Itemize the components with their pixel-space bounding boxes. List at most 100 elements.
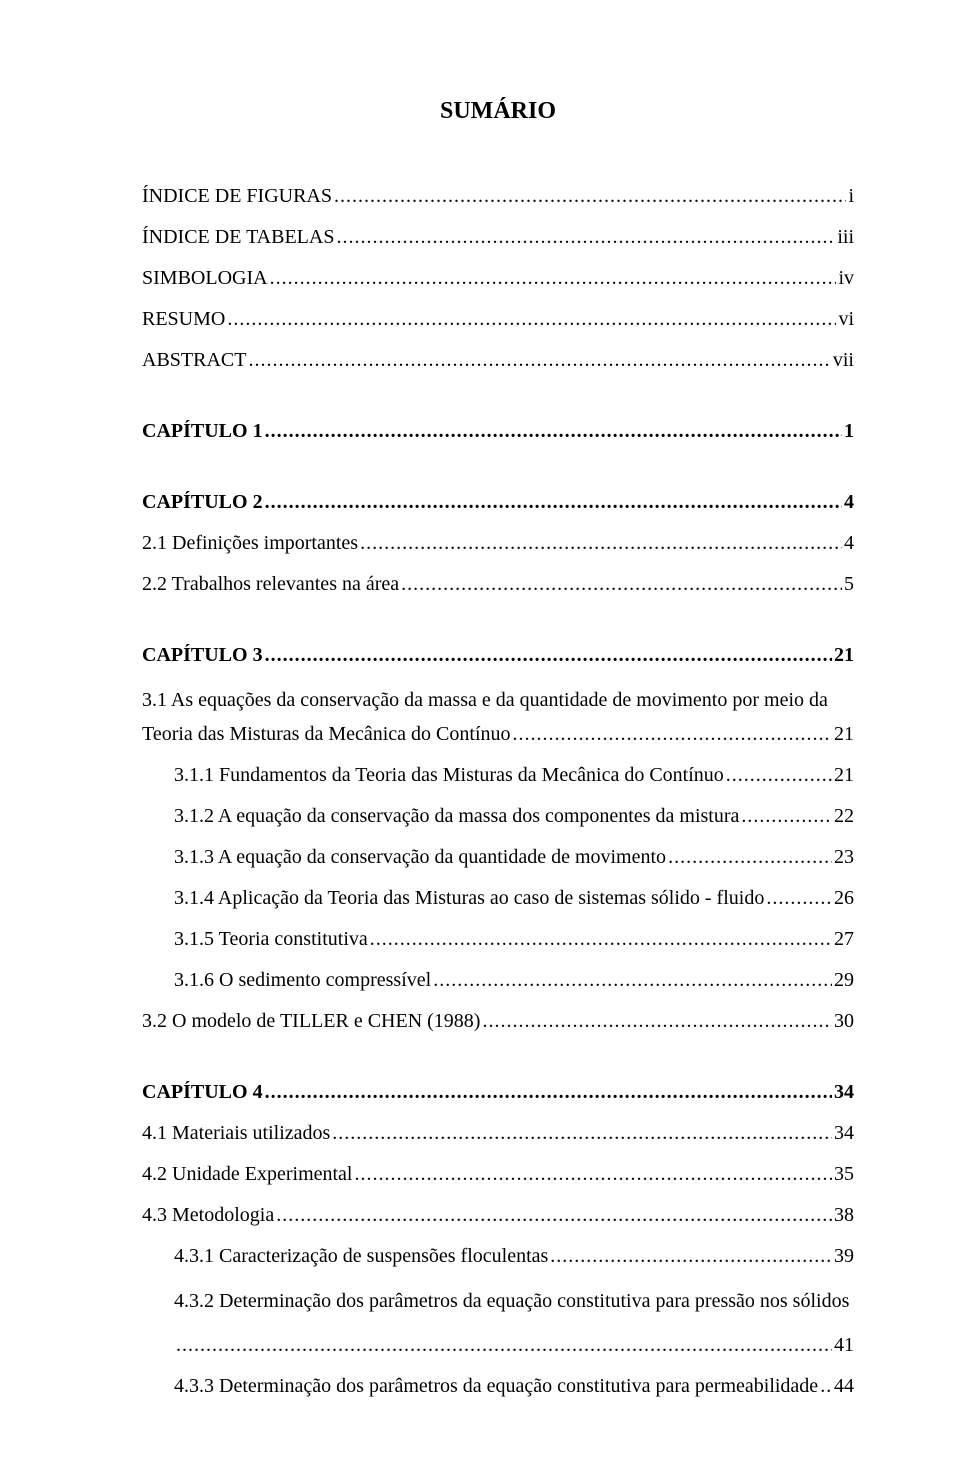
toc-label: 2.2 Trabalhos relevantes na área [142, 573, 399, 596]
toc-entry: 2.2 Trabalhos relevantes na área 5 [142, 573, 854, 596]
toc-entry: CAPÍTULO 4 34 [142, 1081, 854, 1104]
toc-page-number: 21 [834, 644, 854, 667]
toc-label: 3.1 As equações da conservação da massa … [142, 685, 854, 715]
toc-leader-dots [766, 887, 832, 910]
toc-entry: ABSTRACT vii [142, 349, 854, 372]
toc-leader-dots [276, 1204, 832, 1227]
toc-leader-dots [482, 1010, 832, 1033]
toc-label: ÍNDICE DE FIGURAS [142, 185, 332, 208]
toc-label: 4.2 Unidade Experimental [142, 1163, 353, 1186]
toc-leader-dots [550, 1245, 832, 1268]
toc-leader-dots [401, 573, 842, 596]
toc-leader-dots [334, 185, 846, 208]
toc-entry: ÍNDICE DE TABELAS iii [142, 226, 854, 249]
toc-page-number: 29 [834, 969, 854, 992]
toc-entry: 3.1 As equações da conservação da massa … [142, 685, 854, 746]
toc-label: 3.1.3 A equação da conservação da quanti… [174, 846, 666, 869]
toc-label: 3.2 O modelo de TILLER e CHEN (1988) [142, 1010, 480, 1033]
page: SUMÁRIO ÍNDICE DE FIGURAS i ÍNDICE DE TABE… [0, 0, 960, 1478]
toc-label: CAPÍTULO 1 [142, 420, 263, 443]
toc-entry: 2.1 Definições importantes4 [142, 532, 854, 555]
toc-entry: 3.1.4 Aplicação da Teoria das Misturas a… [142, 887, 854, 910]
toc-page-number: vi [838, 308, 854, 331]
toc-label: CAPÍTULO 4 [142, 1081, 263, 1104]
toc-entry: ÍNDICE DE FIGURAS i [142, 185, 854, 208]
toc-entry: 4.3 Metodologia 38 [142, 1204, 854, 1227]
toc-label: ABSTRACT [142, 349, 246, 372]
toc-leader-dots [726, 764, 832, 787]
table-of-contents: ÍNDICE DE FIGURAS i ÍNDICE DE TABELAS iii SI… [142, 185, 854, 1398]
toc-leader-dots [270, 267, 837, 290]
toc-leader-dots [332, 1122, 832, 1145]
toc-label: 4.3.3 Determinação dos parâmetros da equ… [174, 1375, 818, 1398]
toc-page-number: 38 [834, 1204, 854, 1227]
toc-leader-dots [336, 226, 835, 249]
toc-label: 3.1.6 O sedimento compressível [174, 969, 431, 992]
toc-entry: 3.1.2 A equação da conservação da massa … [142, 805, 854, 828]
toc-entry: 3.1.1 Fundamentos da Teoria das Misturas… [142, 764, 854, 787]
toc-page-number: 41 [834, 1334, 854, 1357]
toc-label: 4.3 Metodologia [142, 1204, 274, 1227]
toc-page-number: vii [833, 349, 854, 372]
toc-page-number: iii [837, 226, 854, 249]
toc-page-number: 34 [834, 1122, 854, 1145]
toc-label: CAPÍTULO 3 [142, 644, 263, 667]
toc-entry: 3.1.6 O sedimento compressível 29 [142, 969, 854, 992]
page-title: SUMÁRIO [142, 98, 854, 125]
toc-leader-dots [820, 1375, 832, 1398]
toc-label: 4.3.1 Caracterização de suspensões flocu… [174, 1245, 548, 1268]
toc-page-number: 35 [834, 1163, 854, 1186]
toc-leader-dots [265, 644, 832, 667]
toc-page-number: i [848, 185, 854, 208]
toc-label: 3.1.2 A equação da conservação da massa … [174, 805, 739, 828]
toc-page-number: 27 [834, 928, 854, 951]
toc-entry: CAPÍTULO 3 21 [142, 644, 854, 667]
toc-page-number: 34 [834, 1081, 854, 1104]
toc-entry: 4.3.1 Caracterização de suspensões flocu… [142, 1245, 854, 1268]
toc-leader-dots [265, 491, 842, 514]
toc-page-number: 22 [834, 805, 854, 828]
toc-leader-dots [370, 928, 832, 951]
toc-leader-dots [513, 723, 832, 746]
toc-entry: 4.2 Unidade Experimental 35 [142, 1163, 854, 1186]
toc-leader-dots [265, 420, 842, 443]
toc-entry: 3.1.3 A equação da conservação da quanti… [142, 846, 854, 869]
toc-label: SIMBOLOGIA [142, 267, 268, 290]
toc-leader-dots [176, 1334, 832, 1357]
toc-page-number: iv [838, 267, 854, 290]
toc-entry: CAPÍTULO 2 4 [142, 491, 854, 514]
toc-page-number: 39 [834, 1245, 854, 1268]
toc-entry: 4.3.3 Determinação dos parâmetros da equ… [142, 1375, 854, 1398]
toc-entry: RESUMO vi [142, 308, 854, 331]
toc-leader-dots [668, 846, 832, 869]
toc-leader-dots [360, 532, 842, 555]
toc-page-number: 1 [844, 420, 854, 443]
toc-page-number: 21 [834, 723, 854, 746]
toc-page-number: 26 [834, 887, 854, 910]
toc-page-number: 30 [834, 1010, 854, 1033]
toc-label: 4.1 Materiais utilizados [142, 1122, 330, 1145]
toc-entry: 3.1.5 Teoria constitutiva 27 [142, 928, 854, 951]
toc-page-number: 5 [844, 573, 854, 596]
toc-label: CAPÍTULO 2 [142, 491, 263, 514]
toc-label-cont: Teoria das Misturas da Mecânica do Contí… [142, 723, 511, 746]
toc-entry-continuation: Teoria das Misturas da Mecânica do Contí… [142, 723, 854, 746]
toc-label: 3.1.5 Teoria constitutiva [174, 928, 368, 951]
toc-label: 3.1.4 Aplicação da Teoria das Misturas a… [174, 887, 764, 910]
toc-page-number: 23 [834, 846, 854, 869]
toc-page-number: 4 [844, 532, 854, 555]
toc-label: 3.1.1 Fundamentos da Teoria das Misturas… [174, 764, 724, 787]
toc-label: RESUMO [142, 308, 225, 331]
toc-leader-dots [355, 1163, 833, 1186]
toc-leader-dots [265, 1081, 832, 1104]
toc-leader-dots [248, 349, 830, 372]
toc-page-number: 44 [834, 1375, 854, 1398]
toc-entry-continuation: 41 [174, 1334, 854, 1357]
toc-entry: 4.3.2 Determinação dos parâmetros da equ… [142, 1286, 854, 1357]
toc-label: ÍNDICE DE TABELAS [142, 226, 334, 249]
toc-entry: 4.1 Materiais utilizados 34 [142, 1122, 854, 1145]
toc-page-number: 4 [844, 491, 854, 514]
toc-label: 4.3.2 Determinação dos parâmetros da equ… [174, 1286, 854, 1316]
toc-page-number: 21 [834, 764, 854, 787]
toc-leader-dots [227, 308, 836, 331]
